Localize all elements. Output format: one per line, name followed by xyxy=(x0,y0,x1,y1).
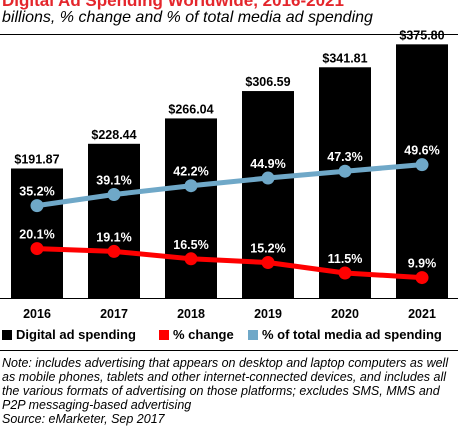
x-tick-label: 2020 xyxy=(331,307,359,321)
percent-change-point xyxy=(30,242,44,256)
percent-total-label: 39.1% xyxy=(96,174,131,188)
bar-2016 xyxy=(11,168,63,298)
percent-total-point xyxy=(261,171,275,185)
chart-title: Digital Ad Spending Worldwide, 2016-2021 xyxy=(2,0,344,10)
percent-total-point xyxy=(30,199,44,213)
legend-label: % change xyxy=(173,327,234,342)
legend-item-digital-ad-spending: Digital ad spending xyxy=(2,327,136,342)
x-tick-label: 2016 xyxy=(23,307,51,321)
source-line: Source: eMarketer, Sep 2017 xyxy=(2,412,165,426)
percent-change-label: 19.1% xyxy=(96,230,131,244)
percent-total-label: 47.3% xyxy=(327,150,362,164)
x-tick-label: 2021 xyxy=(408,307,436,321)
legend-label: % of total media ad spending xyxy=(262,327,442,342)
bar-value-label: $375.80 xyxy=(399,28,444,42)
percent-change-point xyxy=(338,266,352,280)
labels-layer: $191.87 $228.44 $266.04 $306.59 $341.81 $375.… xyxy=(14,28,444,270)
percent-total-label: 44.9% xyxy=(250,157,285,171)
percent-change-point xyxy=(261,256,275,270)
percent-change-point xyxy=(415,271,429,285)
percent-change-point xyxy=(107,244,121,258)
bar-value-label: $266.04 xyxy=(168,102,213,116)
legend-swatch-blue xyxy=(248,329,258,340)
legend-label: Digital ad spending xyxy=(16,327,136,342)
chart-legend: Digital ad spending % change % of total … xyxy=(0,327,458,347)
percent-total-point xyxy=(107,188,121,202)
legend-item-percent-total-media: % of total media ad spending xyxy=(248,327,442,342)
x-tick-label: 2018 xyxy=(177,307,205,321)
bars-layer xyxy=(11,44,448,299)
legend-swatch-black xyxy=(2,329,12,340)
bar-2020 xyxy=(319,67,371,298)
legend-swatch-red xyxy=(159,329,169,340)
percent-change-label: 20.1% xyxy=(19,228,54,242)
percent-total-label: 49.6% xyxy=(404,144,439,158)
percent-change-label: 16.5% xyxy=(173,238,208,252)
percent-change-label: 9.9% xyxy=(408,257,437,271)
lines-layer xyxy=(30,158,429,285)
chart-plot: $191.87 $228.44 $266.04 $306.59 $341.81 $375.… xyxy=(0,28,458,321)
x-tick-label: 2017 xyxy=(100,307,128,321)
x-tick-label: 2019 xyxy=(254,307,282,321)
percent-change-point xyxy=(184,252,198,266)
percent-total-point xyxy=(184,179,198,193)
percent-change-label: 15.2% xyxy=(250,242,285,256)
percent-total-label: 35.2% xyxy=(19,185,54,199)
bar-2017 xyxy=(88,143,140,298)
footnote: Note: includes advertising that appears … xyxy=(2,356,449,412)
percent-total-point xyxy=(415,158,429,172)
bar-value-label: $306.59 xyxy=(245,75,290,89)
bar-value-label: $341.81 xyxy=(322,51,367,65)
top-divider xyxy=(0,34,458,35)
bar-value-label: $191.87 xyxy=(14,152,59,166)
percent-change-line xyxy=(34,246,425,281)
percent-change-label: 11.5% xyxy=(328,252,363,266)
percent-total-line xyxy=(34,162,425,209)
chart-subtitle: billions, % change and % of total media … xyxy=(2,9,373,26)
x-axis-layer: 2016 2017 2018 2019 2020 2021 xyxy=(0,298,458,321)
legend-item-percent-change: % change xyxy=(159,327,234,342)
bar-value-label: $228.44 xyxy=(91,128,136,142)
bar-2018 xyxy=(165,118,217,298)
percent-total-label: 42.2% xyxy=(173,165,208,179)
percent-total-point xyxy=(338,164,352,178)
bottom-divider xyxy=(0,350,458,351)
